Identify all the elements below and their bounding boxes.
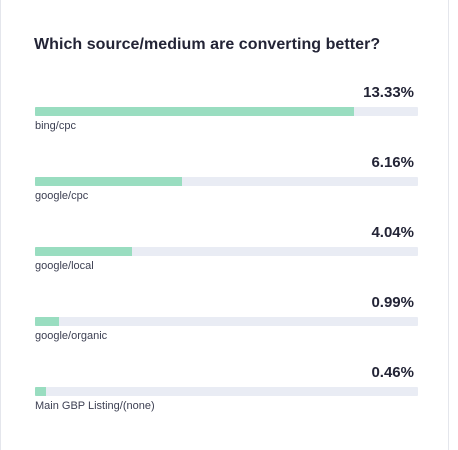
bar-value-label: 4.04% (371, 224, 414, 241)
bar-value-label: 6.16% (371, 154, 414, 171)
bar-row: 0.46% Main GBP Listing/(none) (35, 362, 418, 432)
bar (35, 317, 59, 326)
bar-track (35, 317, 418, 326)
bar-value-label: 13.33% (363, 84, 414, 101)
bar (35, 387, 46, 396)
bar-row: 13.33% bing/cpc (35, 82, 418, 152)
bar (35, 107, 355, 116)
category-label: google/organic (35, 330, 108, 342)
bar-track (35, 247, 418, 256)
bar-track (35, 177, 418, 186)
bar-list: 13.33% bing/cpc 6.16% google/cpc 4.04% google… (35, 82, 418, 432)
bar-row: 4.04% google/local (35, 222, 418, 292)
category-label: google/local (35, 260, 94, 272)
bar-value-label: 0.46% (371, 364, 414, 381)
bar-row: 6.16% google/cpc (35, 152, 418, 222)
bar-value-label: 0.99% (371, 294, 414, 311)
bar (35, 177, 183, 186)
category-label: bing/cpc (35, 120, 76, 132)
category-label: Main GBP Listing/(none) (35, 400, 155, 412)
chart-title: Which source/medium are converting bette… (34, 36, 381, 53)
bar-track (35, 107, 418, 116)
category-label: google/cpc (35, 190, 89, 202)
bar-track (35, 387, 418, 396)
bar (35, 247, 132, 256)
bar-row: 0.99% google/organic (35, 292, 418, 362)
